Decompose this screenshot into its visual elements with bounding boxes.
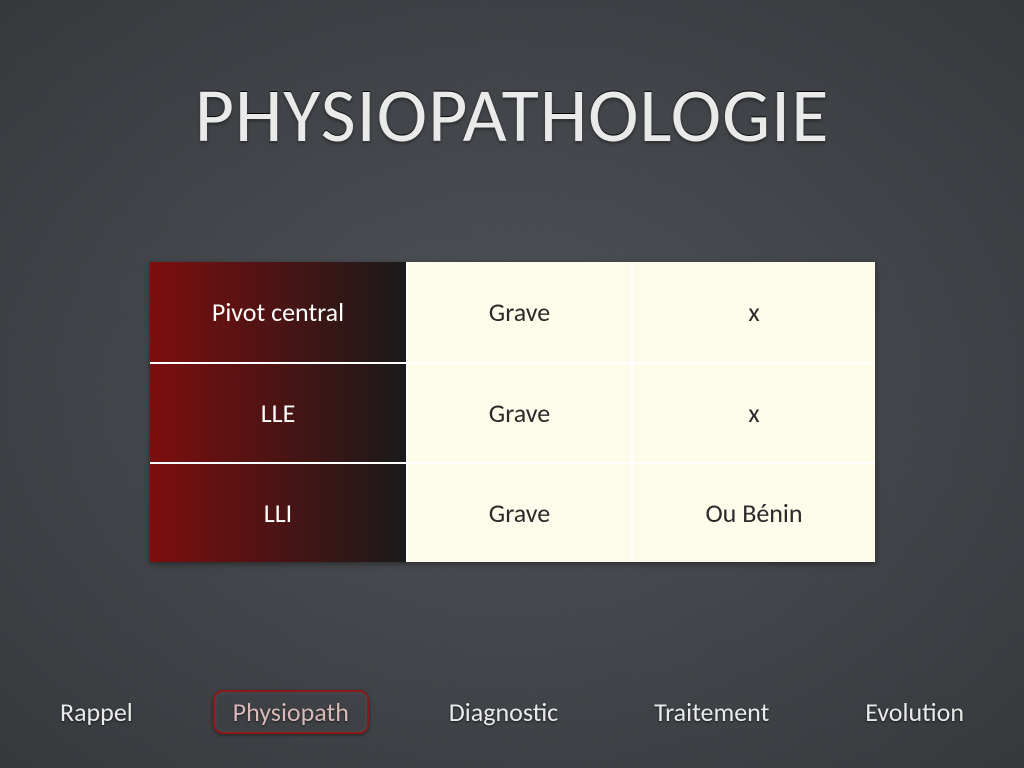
table-cell: Grave	[406, 364, 631, 462]
table-row: LLI Grave Ou Bénin	[150, 462, 875, 562]
nav-item-evolution[interactable]: Evolution	[849, 692, 980, 732]
table-cell: Grave	[406, 262, 631, 362]
table-cell: Grave	[406, 464, 631, 562]
nav-item-physiopath[interactable]: Physiopath	[213, 690, 369, 734]
nav-item-rappel[interactable]: Rappel	[44, 692, 149, 732]
nav-item-diagnostic[interactable]: Diagnostic	[433, 692, 574, 732]
nav-item-traitement[interactable]: Traitement	[638, 692, 785, 732]
table-cell-label: LLE	[150, 364, 406, 462]
physio-table: Pivot central Grave x LLE Grave x LLI Gr…	[150, 262, 875, 562]
table-cell-label: Pivot central	[150, 262, 406, 362]
table-cell: x	[631, 262, 875, 362]
table-cell-label: LLI	[150, 464, 406, 562]
table-cell: Ou Bénin	[631, 464, 875, 562]
table-row: Pivot central Grave x	[150, 262, 875, 362]
table-cell: x	[631, 364, 875, 462]
page-title: PHYSIOPATHOLOGIE	[0, 70, 1024, 162]
nav-bar: Rappel Physiopath Diagnostic Traitement …	[0, 690, 1024, 734]
table-row: LLE Grave x	[150, 362, 875, 462]
